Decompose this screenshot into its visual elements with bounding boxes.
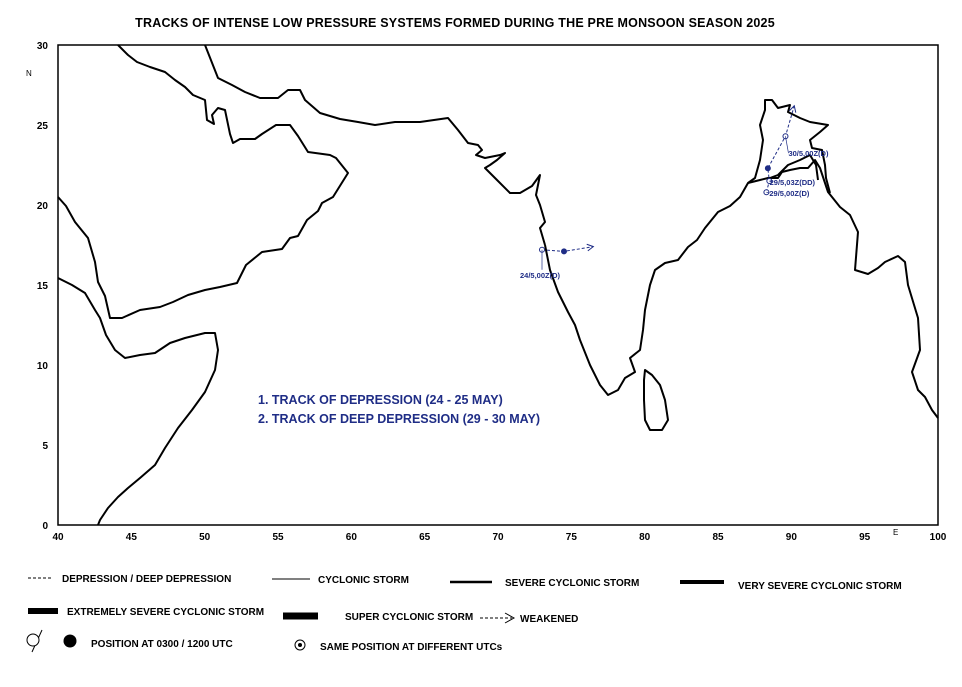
track-label-leader xyxy=(769,180,773,183)
track-label-1: 1. TRACK OF DEPRESSION (24 - 25 MAY) xyxy=(258,393,503,407)
legend-same-position-dot xyxy=(298,643,302,647)
coast-bangladesh xyxy=(747,99,831,194)
track-point-label: 29/5,00Z(D) xyxy=(769,189,810,198)
y-tick-label: 5 xyxy=(42,441,48,452)
y-tick-label: 15 xyxy=(37,281,49,292)
coast-sri-lanka xyxy=(643,369,669,431)
legend-weakened: WEAKENED xyxy=(520,614,578,625)
track-point xyxy=(764,165,771,172)
coast-india-west xyxy=(544,159,939,419)
x-tick-label: 100 xyxy=(930,532,947,543)
track-label-leader xyxy=(766,191,770,194)
y-tick-label: 25 xyxy=(37,121,49,132)
coastlines xyxy=(57,44,939,526)
legend-cyclonic: CYCLONIC STORM xyxy=(318,575,409,586)
legend-weakened-arrow xyxy=(504,612,516,624)
y-tick-label: 20 xyxy=(37,201,49,212)
track-point-label: 24/5,00Z(D) xyxy=(520,271,561,280)
legend: DEPRESSION / DEEP DEPRESSION CYCLONIC ST… xyxy=(26,574,902,653)
track-point-label: 29/5,03Z(DD) xyxy=(770,178,816,187)
track-1: 24/5,00Z(D) xyxy=(520,243,595,280)
legend-severe: SEVERE CYCLONIC STORM xyxy=(505,578,639,589)
track-path xyxy=(765,105,795,193)
x-tick-label: 95 xyxy=(859,532,871,543)
x-axis-ticks: 40 45 50 55 60 65 70 75 80 85 90 95 100 xyxy=(52,532,946,543)
weakened-arrow xyxy=(586,243,595,252)
legend-extremely-severe: EXTREMELY SEVERE CYCLONIC STORM xyxy=(67,607,264,618)
weakened-arrow xyxy=(788,104,797,113)
y-tick-label: 10 xyxy=(37,361,49,372)
x-tick-label: 40 xyxy=(52,532,64,543)
coast-horn xyxy=(57,277,219,526)
storm-tracks: 24/5,00Z(D) 29/5,00Z(D) 29/5,03Z(DD) 30/5,0… xyxy=(520,104,829,280)
x-axis-unit: E xyxy=(893,528,898,537)
legend-same-position: SAME POSITION AT DIFFERENT UTCs xyxy=(320,642,503,653)
x-tick-label: 70 xyxy=(492,532,504,543)
track-point-label: 30/5,00Z(D) xyxy=(788,149,829,158)
track-label-2: 2. TRACK OF DEEP DEPRESSION (29 - 30 MAY… xyxy=(258,412,540,426)
x-tick-label: 50 xyxy=(199,532,211,543)
x-tick-label: 60 xyxy=(346,532,358,543)
track-legend-text: 1. TRACK OF DEPRESSION (24 - 25 MAY) 2. … xyxy=(258,393,540,426)
map-frame xyxy=(57,44,939,526)
track-2: 29/5,00Z(D) 29/5,03Z(DD) 30/5,00Z(D) xyxy=(763,104,829,198)
track-point xyxy=(561,248,567,255)
legend-position-1200-icon xyxy=(63,634,77,648)
x-tick-label: 75 xyxy=(566,532,578,543)
y-tick-label: 30 xyxy=(37,41,49,52)
y-tick-label: 0 xyxy=(42,521,48,532)
coast-bay-islands xyxy=(769,154,819,181)
y-axis-unit: N xyxy=(26,69,32,78)
x-tick-label: 55 xyxy=(272,532,284,543)
x-tick-label: 80 xyxy=(639,532,651,543)
x-tick-label: 85 xyxy=(712,532,724,543)
y-axis-ticks: 0 5 10 15 20 25 30 xyxy=(37,41,49,532)
coast-arabia-iran xyxy=(204,44,546,246)
x-tick-label: 45 xyxy=(126,532,138,543)
track-label-leader xyxy=(785,136,789,154)
legend-very-severe: VERY SEVERE CYCLONIC STORM xyxy=(738,581,902,592)
x-tick-label: 90 xyxy=(786,532,798,543)
track-path xyxy=(541,246,594,252)
legend-position: POSITION AT 0300 / 1200 UTC xyxy=(91,639,233,650)
legend-super: SUPER CYCLONIC STORM xyxy=(345,612,473,623)
legend-depression: DEPRESSION / DEEP DEPRESSION xyxy=(62,574,231,585)
map-title: TRACKS OF INTENSE LOW PRESSURE SYSTEMS F… xyxy=(135,16,775,30)
coast-africa xyxy=(57,44,349,319)
legend-position-0300-icon xyxy=(26,633,40,647)
x-tick-label: 65 xyxy=(419,532,431,543)
